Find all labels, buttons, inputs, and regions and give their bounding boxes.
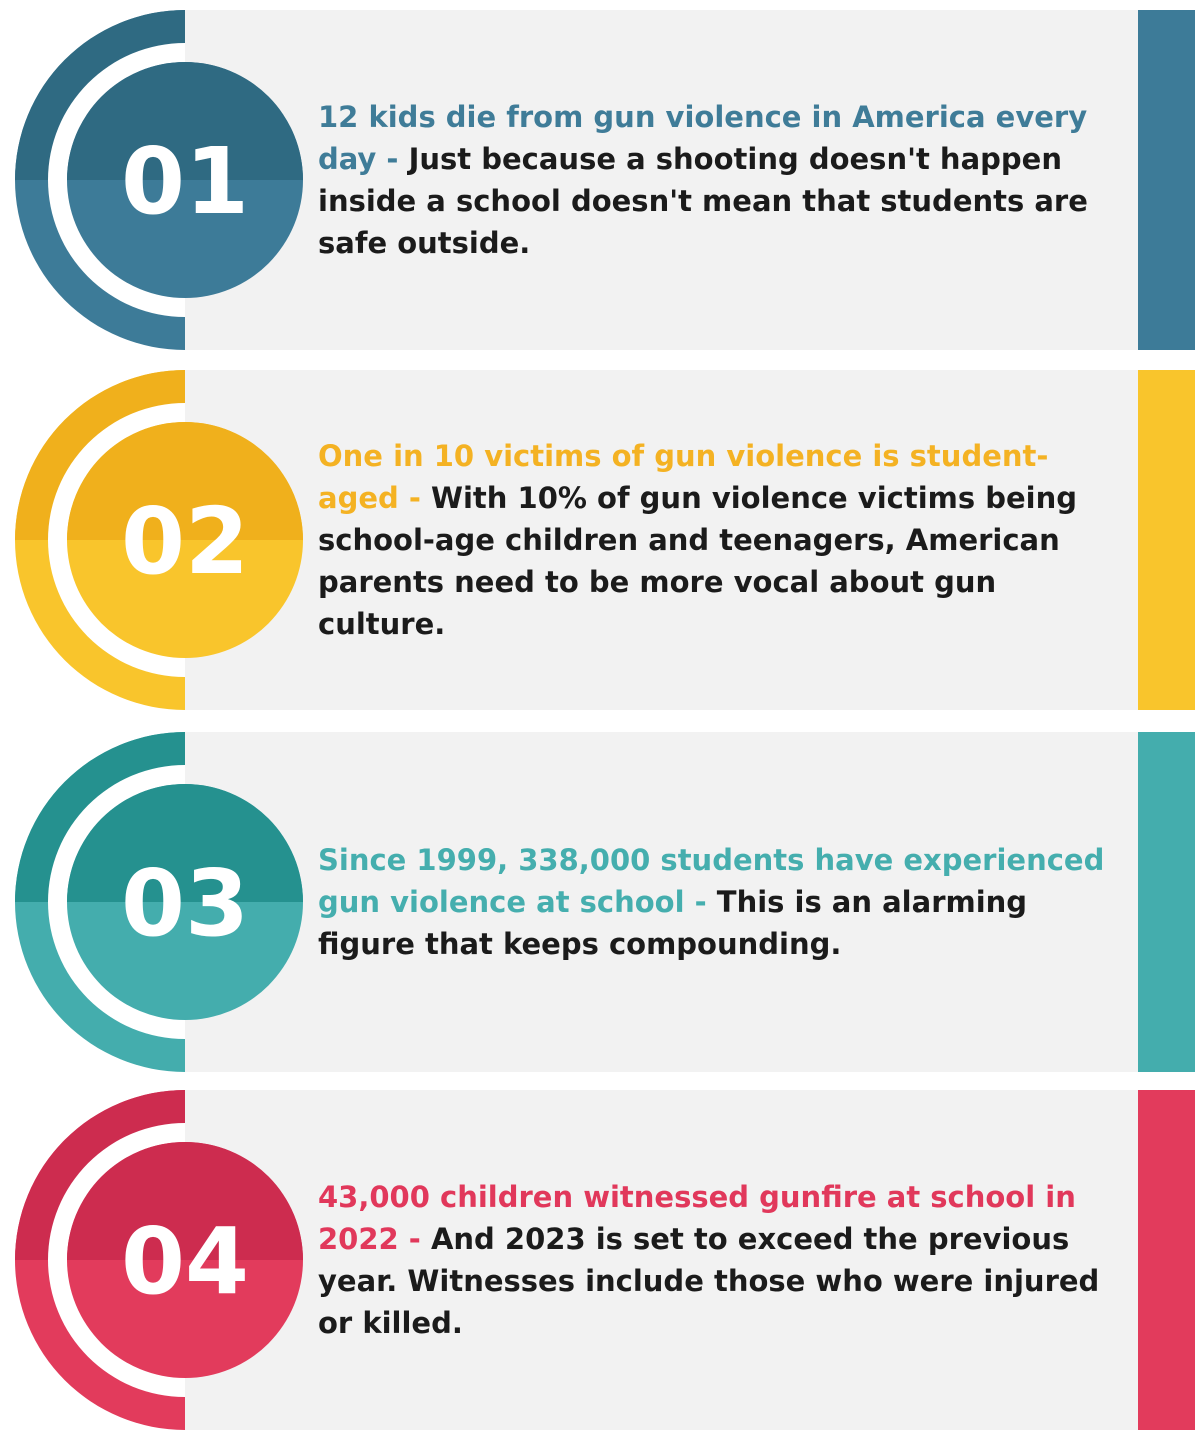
item-number: 02 [121, 488, 249, 595]
side-bar [1138, 1090, 1195, 1430]
item-panel: 03 Since 1999, 338,000 students have exp… [0, 732, 1195, 1072]
item-headline: One in 10 victims of gun violence is stu… [318, 439, 1049, 515]
number-disc-top [67, 1142, 303, 1260]
item-graphic: 04 [15, 1090, 1195, 1430]
number-disc-top [67, 62, 303, 180]
item-number: 01 [121, 128, 249, 235]
item-headline: Since 1999, 338,000 students have experi… [318, 843, 1105, 919]
side-bar [1138, 10, 1195, 350]
panel-bg [185, 370, 1138, 710]
side-bar [1138, 732, 1195, 1072]
item-graphic: 03 [15, 732, 1195, 1072]
item-panel: 04 43,000 children witnessed gunfire at … [0, 1090, 1195, 1430]
item-body: With 10% of gun violence victims being s… [318, 481, 1077, 641]
item-body: This is an alarming figure that keeps co… [318, 885, 1028, 961]
item-panel: 01 12 kids die from gun violence in Amer… [0, 10, 1195, 350]
side-bar [1138, 370, 1195, 710]
item-body: And 2023 is set to exceed the previous y… [318, 1222, 1100, 1340]
item-number: 03 [121, 850, 249, 957]
number-disc-top [67, 784, 303, 902]
item-body: Just because a shooting doesn't happen i… [318, 142, 1088, 260]
item-text: 12 kids die from gun violence in America… [318, 96, 1118, 264]
item-graphic: 02 [15, 370, 1195, 710]
panel-bg [185, 732, 1138, 1072]
panel-bg [185, 10, 1138, 350]
item-graphic: 01 [15, 10, 1195, 350]
number-disc-top [67, 422, 303, 540]
item-panel: 02 One in 10 victims of gun violence is … [0, 370, 1195, 710]
item-text: Since 1999, 338,000 students have experi… [318, 839, 1118, 965]
panel-bg [185, 1090, 1138, 1430]
item-text: One in 10 victims of gun violence is stu… [318, 435, 1118, 645]
item-headline: 12 kids die from gun violence in America… [318, 100, 1088, 176]
item-text: 43,000 children witnessed gunfire at sch… [318, 1176, 1118, 1344]
item-headline: 43,000 children witnessed gunfire at sch… [318, 1180, 1076, 1256]
item-number: 04 [121, 1208, 249, 1315]
